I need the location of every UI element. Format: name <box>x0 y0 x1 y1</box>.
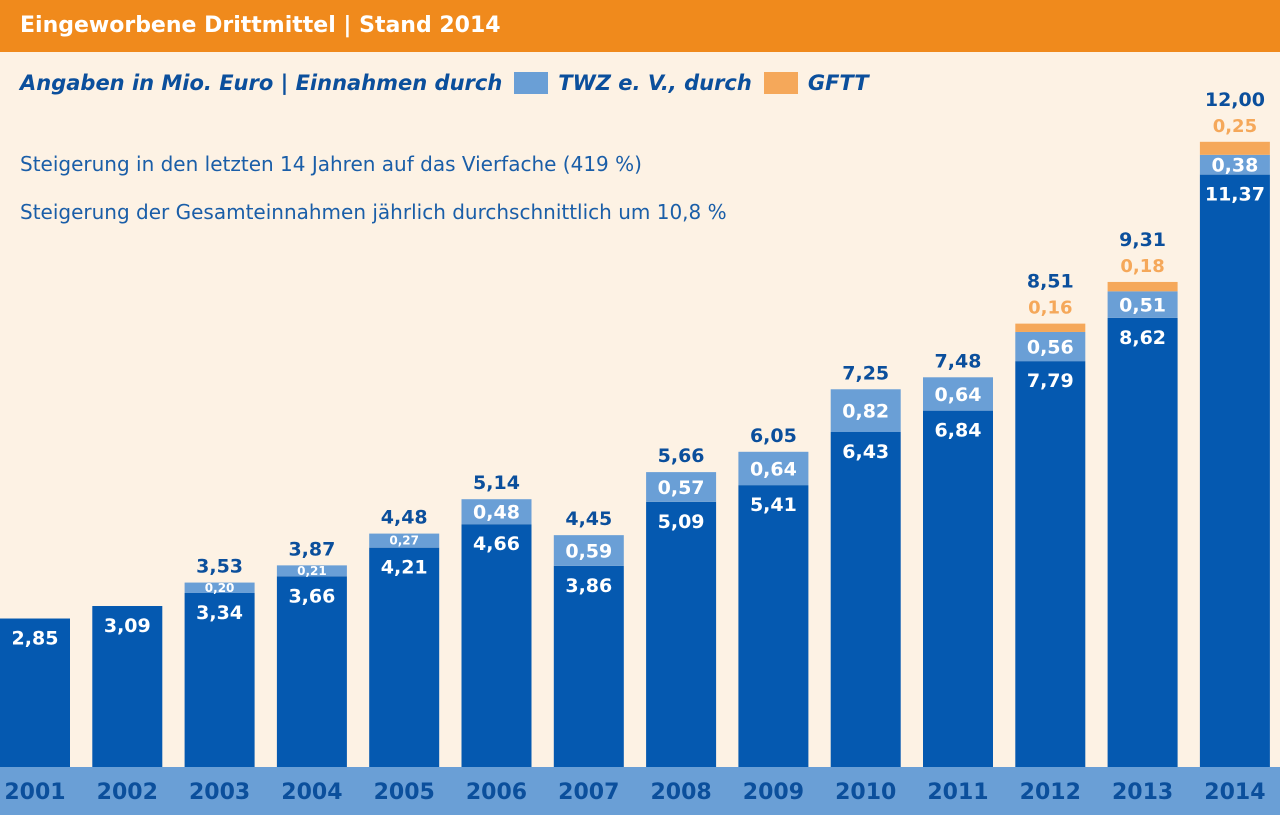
data-label-base-2005: 4,21 <box>381 557 428 579</box>
bar-base-2008 <box>646 501 717 767</box>
bar-twz-2013 <box>1107 291 1178 318</box>
bar-twz-2012 <box>1015 331 1086 362</box>
bar-twz-2005 <box>369 533 440 548</box>
data-label-base-2004: 3,66 <box>288 585 335 607</box>
data-label-twz-2014: 0,38 <box>1211 155 1258 177</box>
data-label-base-2010: 6,43 <box>842 441 889 463</box>
data-label-base-2008: 5,09 <box>658 511 705 533</box>
bar-twz-2004 <box>276 565 347 577</box>
data-label-twz-2008: 0,57 <box>658 477 705 499</box>
data-label-total-2014: 12,00 <box>1205 89 1265 111</box>
data-label-total-2005: 4,48 <box>381 507 428 529</box>
data-label-base-2012: 7,79 <box>1027 370 1074 392</box>
data-label-twz-2006: 0,48 <box>473 502 520 524</box>
note-annual-growth: Steigerung der Gesamteinnahmen jährlich … <box>20 200 727 224</box>
chart-title: Eingeworbene Drittmittel | Stand 2014 <box>0 0 1280 52</box>
x-tick-label-2013: 2013 <box>1112 780 1173 805</box>
data-label-base-2003: 3,34 <box>196 602 243 624</box>
bar-twz-2014 <box>1199 154 1270 175</box>
bar-twz-2006 <box>461 499 532 525</box>
data-label-twz-2010: 0,82 <box>842 401 889 423</box>
data-label-total-2012: 8,51 <box>1027 271 1074 293</box>
legend-prefix: Angaben in Mio. Euro | Einnahmen durch <box>20 71 503 95</box>
x-tick-label-2012: 2012 <box>1020 780 1081 805</box>
data-label-twz-2004: 0,21 <box>297 564 327 578</box>
data-label-total-2006: 5,14 <box>473 472 520 494</box>
data-label-total-2007: 4,45 <box>565 508 612 530</box>
data-label-gftt-2014: 0,25 <box>1213 116 1257 137</box>
data-label-total-2008: 5,66 <box>658 445 705 467</box>
legend: Angaben in Mio. Euro | Einnahmen durch T… <box>20 68 869 98</box>
data-label-base-2009: 5,41 <box>750 494 797 516</box>
bar-base-2002 <box>92 606 163 767</box>
x-tick-label-2014: 2014 <box>1204 780 1265 805</box>
data-label-total-2003: 3,53 <box>196 556 243 578</box>
x-tick-label-2006: 2006 <box>466 780 527 805</box>
bar-gftt-2012 <box>1015 323 1086 332</box>
data-label-total-2009: 6,05 <box>750 425 797 447</box>
legend-label-gftt: GFTT <box>807 71 869 95</box>
data-label-total-2004: 3,87 <box>288 538 335 560</box>
bar-twz-2010 <box>830 389 901 432</box>
x-tick-label-2002: 2002 <box>97 780 158 805</box>
bar-twz-2007 <box>553 535 624 566</box>
data-label-total-2010: 7,25 <box>842 362 889 384</box>
bar-base-2004 <box>276 576 347 767</box>
bar-base-2006 <box>461 524 532 767</box>
note-growth-factor: Steigerung in den letzten 14 Jahren auf … <box>20 152 642 176</box>
bar-base-2005 <box>369 547 440 767</box>
legend-swatch-twz <box>514 72 549 94</box>
data-label-base-2014: 11,37 <box>1205 184 1265 206</box>
x-tick-label-2004: 2004 <box>281 780 342 805</box>
data-label-gftt-2013: 0,18 <box>1120 256 1164 277</box>
data-label-gftt-2012: 0,16 <box>1028 298 1072 319</box>
x-axis-band <box>0 767 1280 815</box>
bar-twz-2009 <box>738 451 809 486</box>
x-tick-label-2005: 2005 <box>374 780 435 805</box>
x-tick-label-2008: 2008 <box>650 780 711 805</box>
data-label-twz-2012: 0,56 <box>1027 337 1074 359</box>
bar-gftt-2014 <box>1199 141 1270 155</box>
data-label-base-2001: 2,85 <box>12 628 59 650</box>
bar-base-2003 <box>184 592 255 767</box>
x-tick-label-2009: 2009 <box>743 780 804 805</box>
data-label-twz-2013: 0,51 <box>1119 295 1166 317</box>
x-tick-label-2010: 2010 <box>835 780 896 805</box>
bar-twz-2011 <box>923 377 993 411</box>
x-tick-label-2011: 2011 <box>927 780 988 805</box>
data-label-twz-2009: 0,64 <box>750 458 797 480</box>
x-tick-label-2003: 2003 <box>189 780 250 805</box>
bar-twz-2003 <box>184 582 255 593</box>
bar-base-2007 <box>553 565 624 767</box>
bar-base-2001 <box>0 618 70 767</box>
data-label-total-2013: 9,31 <box>1119 229 1166 251</box>
data-label-base-2006: 4,66 <box>473 533 520 555</box>
x-tick-label-2001: 2001 <box>4 780 65 805</box>
bar-base-2014 <box>1199 174 1270 768</box>
data-label-base-2002: 3,09 <box>104 615 151 637</box>
bar-base-2012 <box>1015 361 1086 767</box>
data-label-twz-2011: 0,64 <box>935 384 982 406</box>
bar-base-2011 <box>923 410 993 767</box>
data-label-base-2013: 8,62 <box>1119 327 1166 349</box>
bar-base-2013 <box>1107 317 1178 767</box>
legend-label-twz: TWZ e. V., durch <box>558 71 752 95</box>
legend-swatch-gftt <box>763 72 798 94</box>
data-label-base-2007: 3,86 <box>565 575 612 597</box>
bar-twz-2008 <box>646 472 717 502</box>
bar-base-2009 <box>738 485 809 767</box>
data-label-twz-2005: 0,27 <box>389 534 419 548</box>
data-label-twz-2003: 0,20 <box>205 581 235 595</box>
bar-gftt-2013 <box>1107 281 1178 292</box>
x-tick-label-2007: 2007 <box>558 780 619 805</box>
data-label-base-2011: 6,84 <box>935 420 982 442</box>
data-label-total-2011: 7,48 <box>935 350 982 372</box>
bar-base-2010 <box>830 431 901 767</box>
data-label-twz-2007: 0,59 <box>565 541 612 563</box>
